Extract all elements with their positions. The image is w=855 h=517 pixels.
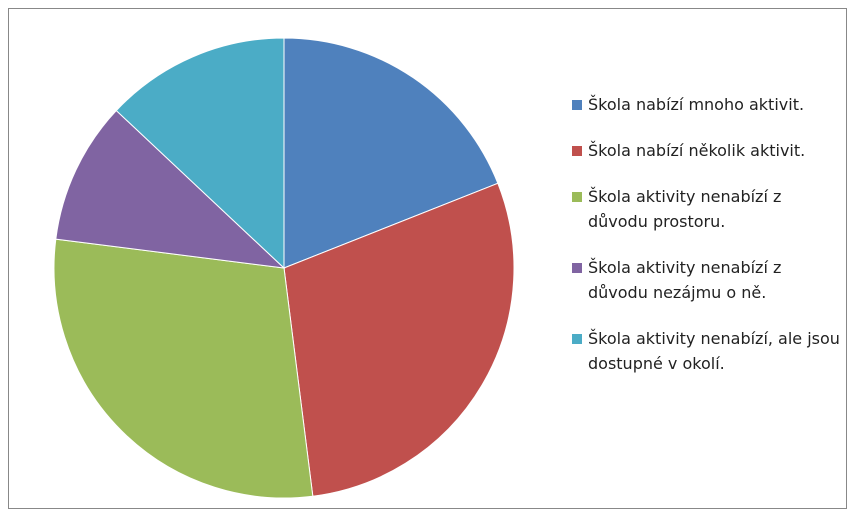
pie-slice bbox=[115, 37, 285, 270]
legend-item: Škola nabízí několik aktivit. bbox=[572, 138, 842, 163]
legend-swatch bbox=[572, 100, 582, 110]
pie-slice bbox=[53, 238, 314, 499]
legend-label: Škola nabízí několik aktivit. bbox=[588, 141, 806, 160]
legend-label: Škola aktivity nenabízí z důvodu nezájmu… bbox=[588, 258, 782, 302]
legend-item: Škola aktivity nenabízí z důvodu prostor… bbox=[572, 184, 842, 234]
legend-swatch bbox=[572, 334, 582, 344]
legend-label: Škola aktivity nenabízí z důvodu prostor… bbox=[588, 187, 782, 231]
legend-label: Škola nabízí mnoho aktivit. bbox=[588, 95, 805, 114]
legend-item: Škola aktivity nenabízí, ale jsou dostup… bbox=[572, 326, 842, 376]
pie-slice bbox=[283, 37, 499, 269]
legend-swatch bbox=[572, 146, 582, 156]
legend: Škola nabízí mnoho aktivit. Škola nabízí … bbox=[572, 92, 842, 397]
legend-label: Škola aktivity nenabízí, ale jsou dostup… bbox=[588, 329, 840, 373]
legend-item: Škola aktivity nenabízí z důvodu nezájmu… bbox=[572, 255, 842, 305]
pie-slice bbox=[283, 182, 515, 497]
legend-swatch bbox=[572, 192, 582, 202]
pie-slice bbox=[55, 109, 286, 269]
legend-item: Škola nabízí mnoho aktivit. bbox=[572, 92, 842, 117]
legend-swatch bbox=[572, 263, 582, 273]
chart-frame bbox=[8, 8, 847, 509]
